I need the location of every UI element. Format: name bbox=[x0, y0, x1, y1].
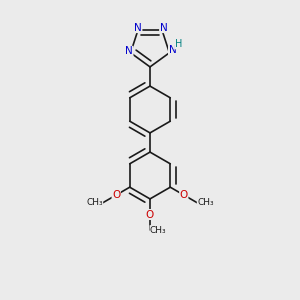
Text: N: N bbox=[160, 22, 167, 33]
Text: N: N bbox=[169, 45, 176, 55]
Text: O: O bbox=[180, 190, 188, 200]
Text: CH₃: CH₃ bbox=[86, 198, 103, 207]
Text: O: O bbox=[112, 190, 120, 200]
Text: N: N bbox=[134, 22, 142, 33]
Text: CH₃: CH₃ bbox=[197, 198, 214, 207]
Text: O: O bbox=[146, 209, 154, 220]
Text: H: H bbox=[175, 39, 182, 49]
Text: N: N bbox=[125, 46, 133, 56]
Text: CH₃: CH₃ bbox=[150, 226, 166, 235]
